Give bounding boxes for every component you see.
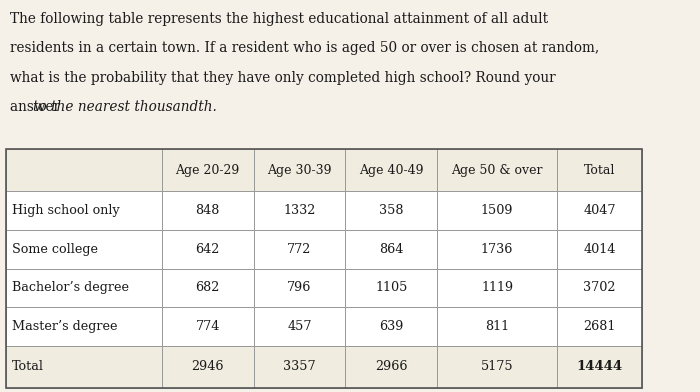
Bar [253, 346, 345, 388]
Bar [557, 191, 642, 230]
Text: residents in a certain town. If a resident who is aged 50 or over is chosen at r: residents in a certain town. If a reside… [10, 41, 599, 55]
Text: Age 40-49: Age 40-49 [359, 163, 424, 177]
Bar [437, 346, 557, 388]
Text: 796: 796 [287, 281, 312, 294]
Text: 682: 682 [195, 281, 220, 294]
Bar [557, 149, 642, 191]
Text: 848: 848 [195, 204, 220, 217]
Bar [6, 269, 162, 307]
Text: 4014: 4014 [583, 243, 616, 256]
Text: The following table represents the highest educational attainment of all adult: The following table represents the highe… [10, 12, 548, 26]
Bar [6, 307, 162, 346]
Text: Age 30-39: Age 30-39 [267, 163, 332, 177]
Text: 358: 358 [379, 204, 403, 217]
Bar [437, 230, 557, 269]
Bar [557, 230, 642, 269]
Text: 5175: 5175 [481, 360, 514, 374]
Text: Master’s degree: Master’s degree [12, 320, 117, 333]
Bar [6, 191, 162, 230]
Text: what is the probability that they have only completed high school? Round your: what is the probability that they have o… [10, 71, 555, 85]
Bar [253, 149, 345, 191]
Text: 4047: 4047 [583, 204, 616, 217]
Bar [162, 149, 253, 191]
Text: 642: 642 [195, 243, 220, 256]
Bar [557, 269, 642, 307]
Bar [437, 191, 557, 230]
Bar [6, 230, 162, 269]
Text: 774: 774 [195, 320, 220, 333]
Bar [162, 191, 253, 230]
Text: Age 20-29: Age 20-29 [176, 163, 240, 177]
Bar [345, 191, 437, 230]
Bar [253, 230, 345, 269]
Bar [162, 230, 253, 269]
Text: 1736: 1736 [481, 243, 513, 256]
Bar [345, 307, 437, 346]
Text: Total: Total [584, 163, 615, 177]
Text: 1332: 1332 [284, 204, 316, 217]
Bar [345, 149, 437, 191]
Text: 2681: 2681 [583, 320, 616, 333]
Text: 639: 639 [379, 320, 403, 333]
Bar [345, 346, 437, 388]
Bar [253, 307, 345, 346]
Text: 457: 457 [287, 320, 312, 333]
Text: High school only: High school only [12, 204, 120, 217]
Bar [253, 191, 345, 230]
Bar [162, 269, 253, 307]
Text: Age 50 & over: Age 50 & over [452, 163, 543, 177]
Text: 1509: 1509 [481, 204, 513, 217]
Text: 2966: 2966 [375, 360, 407, 374]
Text: to the nearest thousandth.: to the nearest thousandth. [33, 100, 217, 114]
Text: 811: 811 [485, 320, 509, 333]
Text: 864: 864 [379, 243, 403, 256]
Bar [253, 269, 345, 307]
Bar [437, 307, 557, 346]
Text: Bachelor’s degree: Bachelor’s degree [12, 281, 129, 294]
Text: Total: Total [12, 360, 43, 374]
Text: 772: 772 [287, 243, 312, 256]
Bar [345, 230, 437, 269]
Bar [345, 269, 437, 307]
Bar [557, 346, 642, 388]
Text: 14444: 14444 [576, 360, 622, 374]
Bar [162, 307, 253, 346]
Bar [162, 346, 253, 388]
Text: 1105: 1105 [375, 281, 407, 294]
Text: 1119: 1119 [481, 281, 513, 294]
Text: 2946: 2946 [191, 360, 224, 374]
Bar [6, 346, 162, 388]
Bar [6, 149, 642, 388]
Text: 3702: 3702 [583, 281, 616, 294]
Text: answer: answer [10, 100, 64, 114]
Text: Some college: Some college [12, 243, 97, 256]
Bar [6, 149, 162, 191]
Bar [437, 149, 557, 191]
Bar [437, 269, 557, 307]
Bar [557, 307, 642, 346]
Text: 3357: 3357 [283, 360, 316, 374]
